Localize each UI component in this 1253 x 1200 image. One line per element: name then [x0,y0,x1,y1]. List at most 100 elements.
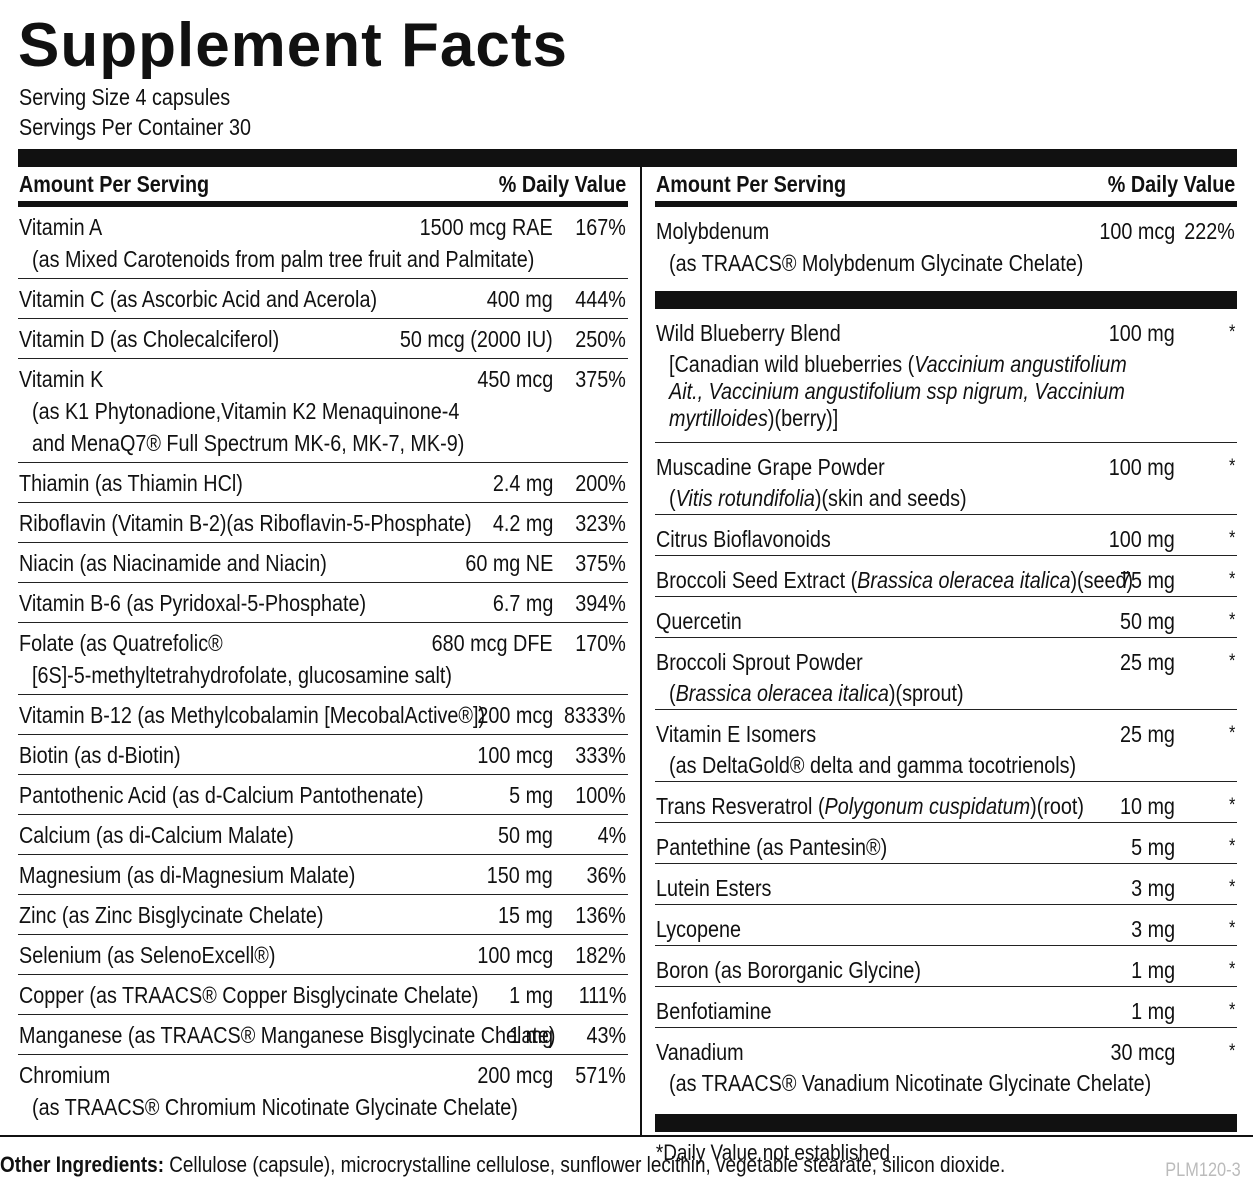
right-column: Amount Per Serving % Daily Value Molybde… [655,167,1237,1168]
daily-value: * [1228,528,1235,549]
nutrient-source: Ait., Vaccinium angustifolium ssp nigrum… [669,378,1125,404]
nutrient-name: Copper (as TRAACS® Copper Bisglycinate C… [19,982,479,1008]
amount-per-serving: 100 mcg [477,942,553,968]
nutrient-source: and MenaQ7® Full Spectrum MK-6, MK-7, MK… [32,430,465,456]
daily-value: 43% [586,1022,626,1048]
amount-per-serving: 3 mg [1131,916,1175,942]
nutrient-source: (as K1 Phytonadione,Vitamin K2 Menaquino… [32,398,460,424]
left-column-header: Amount Per Serving % Daily Value [18,167,628,207]
nutrient-row: Trans Resveratrol (Polygonum cuspidatum)… [655,782,1237,823]
nutrient-row: Vitamin C (as Ascorbic Acid and Acerola)… [18,279,628,319]
nutrient-row: Boron (as Bororganic Glycine) 1 mg * [655,946,1237,987]
daily-value: 375% [575,366,626,392]
amount-per-serving: 1500 mcg RAE [419,214,553,240]
daily-value: 394% [575,590,626,616]
nutrient-name: Vitamin E Isomers [656,721,817,747]
amount-per-serving: 1 mg [1131,998,1175,1024]
nutrient-name: Benfotiamine [656,998,772,1024]
nutrient-name: Thiamin (as Thiamin HCl) [19,470,243,496]
nutrient-row: Benfotiamine 1 mg * [655,987,1237,1028]
section-thick-rule [655,291,1237,309]
nutrient-name: Magnesium (as di-Magnesium Malate) [19,862,356,888]
nutrient-source: (Brassica oleracea italica)(sprout) [669,680,964,706]
nutrient-row: Pantothenic Acid (as d-Calcium Pantothen… [18,775,628,815]
nutrient-row: Vitamin E Isomers 25 mg * (as DeltaGold® de… [655,710,1237,782]
daily-value: 136% [575,902,626,928]
nutrient-name: Calcium (as di-Calcium Malate) [19,822,294,848]
amount-per-serving: 1 mg [509,982,553,1008]
nutrient-name: Manganese (as TRAACS® Manganese Bisglyci… [19,1022,556,1048]
amount-per-serving: 150 mg [487,862,553,888]
left-column: Amount Per Serving % Daily Value Vitamin… [18,167,628,1127]
daily-value: 170% [575,630,626,656]
nutrient-row: Vitamin K 450 mcg 375% (as K1 Phytonadione,… [18,359,628,463]
daily-value: * [1228,836,1235,857]
daily-value: 323% [575,510,626,536]
amount-per-serving: 50 mcg (2000 IU) [400,326,553,352]
daily-value: * [1228,918,1235,939]
daily-value: 250% [575,326,626,352]
amount-per-serving: 100 mg [1109,320,1175,346]
nutrient-row: Riboflavin (Vitamin B-2)(as Riboflavin-5… [18,503,628,543]
panel-title: Supplement Facts [18,11,568,80]
amount-per-serving: 3 mg [1131,875,1175,901]
nutrient-name: Vitamin B-12 (as Methylcobalamin [Mecoba… [19,702,486,728]
amount-per-serving: 50 mg [1120,608,1175,634]
nutrient-row: Broccoli Seed Extract (Brassica oleracea… [655,556,1237,597]
nutrient-row: Selenium (as SelenoExcell®) 100 mcg 182% [18,935,628,975]
nutrient-row: Lutein Esters 3 mg * [655,864,1237,905]
amount-per-serving: 100 mcg [477,742,553,768]
nutrient-row: Broccoli Sprout Powder 25 mg * (Brassica ol… [655,638,1237,710]
amount-per-serving: 1 mg [1131,957,1175,983]
amount-per-serving: 25 mg [1120,721,1175,747]
nutrient-name: Vanadium [656,1039,744,1065]
nutrient-row: Vitamin B-12 (as Methylcobalamin [Mecoba… [18,695,628,735]
nutrient-row: Folate (as Quatrefolic® 680 mcg DFE 170% [6… [18,623,628,695]
nutrient-name: Trans Resveratrol (Polygonum cuspidatum)… [656,793,1085,819]
nutrient-row: Wild Blueberry Blend 100 mg * [Canadian wil… [655,309,1237,443]
daily-value-header: % Daily Value [1107,171,1235,197]
nutrient-name: Selenium (as SelenoExcell®) [19,942,276,968]
nutrient-name: Citrus Bioflavonoids [656,526,831,552]
nutrient-name: Pantethine (as Pantesin®) [656,834,888,860]
left-nutrient-list: Vitamin A 1500 mcg RAE 167% (as Mixed Carot… [18,207,628,1127]
amount-per-serving: 4.2 mg [492,510,553,536]
daily-value: 4% [597,822,626,848]
nutrient-name: Lycopene [656,916,742,942]
amount-per-serving: 75 mg [1120,567,1175,593]
amount-per-serving: 2.4 mg [492,470,553,496]
daily-value: 444% [575,286,626,312]
nutrient-row: Molybdenum 100 mcg 222% (as TRAACS® Molybde… [655,207,1237,279]
daily-value: 333% [575,742,626,768]
nutrient-name: Broccoli Sprout Powder [656,649,863,675]
daily-value: 375% [575,550,626,576]
nutrient-name: Niacin (as Niacinamide and Niacin) [19,550,327,576]
nutrient-row: Calcium (as di-Calcium Malate) 50 mg 4% [18,815,628,855]
nutrient-row: Chromium 200 mcg 571% (as TRAACS® Chromium … [18,1055,628,1127]
daily-value: * [1228,456,1235,477]
nutrient-row: Biotin (as d-Biotin) 100 mcg 333% [18,735,628,775]
daily-value: 111% [578,982,626,1008]
amount-per-serving: 100 mcg [1099,218,1175,244]
nutrient-row: Pantethine (as Pantesin®) 5 mg * [655,823,1237,864]
amount-per-serving: 680 mcg DFE [432,630,553,656]
amount-per-serving: 50 mg [498,822,553,848]
product-code: PLM120-3 [1165,1160,1241,1181]
nutrient-source: (as Mixed Carotenoids from palm tree fru… [32,246,535,272]
other-ingredient-list: Wild Blueberry Blend 100 mg * [Canadian wil… [655,309,1237,1100]
daily-value: 200% [575,470,626,496]
nutrient-name: Muscadine Grape Powder [656,454,885,480]
nutrient-name: Zinc (as Zinc Bisglycinate Chelate) [19,902,324,928]
amount-per-serving: 200 mcg [477,1062,553,1088]
nutrient-row: Quercetin 50 mg * [655,597,1237,638]
daily-value: * [1228,651,1235,672]
amount-per-serving: 100 mg [1109,526,1175,552]
amount-per-serving: 200 mcg [477,702,553,728]
daily-value-footnote: *Daily Value not established [655,1140,891,1165]
nutrient-row: Vitamin D (as Cholecalciferol) 50 mcg (20… [18,319,628,359]
amount-per-serving: 400 mg [487,286,553,312]
top-thick-rule [18,149,1237,167]
daily-value: 571% [575,1062,626,1088]
nutrient-row: Copper (as TRAACS® Copper Bisglycinate C… [18,975,628,1015]
serving-size: Serving Size 4 capsules [19,84,231,110]
